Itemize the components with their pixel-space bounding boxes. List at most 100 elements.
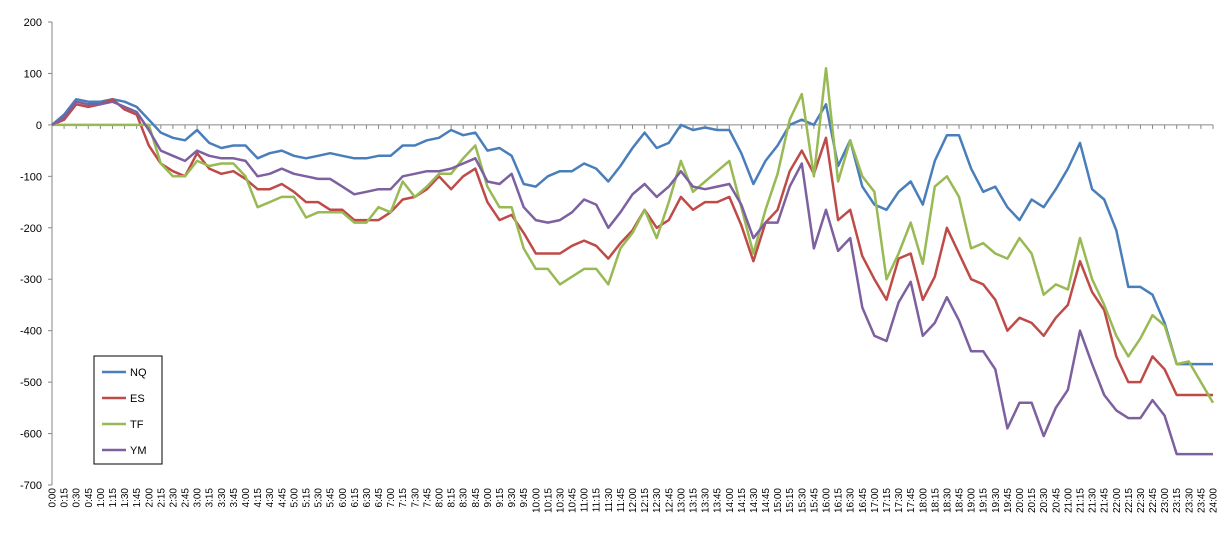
x-tick-label: 21:15	[1075, 488, 1086, 513]
x-tick-label: 5:15	[301, 488, 312, 508]
y-tick-label: -300	[20, 274, 42, 286]
x-tick-label: 5:45	[326, 488, 337, 508]
x-tick-label: 13:15	[688, 488, 699, 513]
y-tick-label: 100	[24, 68, 42, 80]
x-tick-label: 15:00	[773, 488, 784, 513]
series-line-ym	[51, 100, 1213, 456]
x-tick-label: 24:00	[1209, 488, 1220, 513]
x-tick-label: 9:45	[519, 488, 530, 508]
x-tick-label: 15:30	[797, 488, 808, 513]
x-tick-label: 18:30	[942, 488, 953, 513]
x-tick-label: 11:00	[580, 488, 591, 513]
x-tick-label: 23:15	[1172, 488, 1183, 513]
y-tick-label: -500	[20, 377, 42, 389]
x-tick-label: 1:00	[96, 488, 107, 508]
x-tick-label: 5:30	[314, 488, 325, 508]
x-tick-label: 16:00	[822, 488, 833, 513]
x-tick-label: 6:30	[362, 488, 373, 508]
x-tick-label: 3:15	[205, 488, 216, 508]
legend-label-es: ES	[130, 393, 145, 405]
legend-label-nq: NQ	[130, 367, 147, 379]
x-tick-label: 20:30	[1039, 488, 1050, 513]
x-tick-label: 23:30	[1184, 488, 1195, 513]
x-tick-label: 8:15	[447, 488, 458, 508]
x-tick-label: 9:00	[483, 488, 494, 508]
x-tick-label: 10:00	[531, 488, 542, 513]
x-tick-label: 0:15	[60, 488, 71, 508]
x-tick-label: 2:45	[181, 488, 192, 508]
x-tick-label: 21:00	[1063, 488, 1074, 513]
x-tick-label: 13:30	[701, 488, 712, 513]
x-tick-label: 22:45	[1148, 488, 1159, 513]
x-tick-label: 12:45	[664, 488, 675, 513]
x-tick-label: 12:30	[652, 488, 663, 513]
x-tick-label: 20:00	[1015, 488, 1026, 513]
y-tick-label: -400	[20, 326, 42, 338]
x-tick-label: 4:15	[253, 488, 264, 508]
x-tick-label: 21:30	[1088, 488, 1099, 513]
x-tick-label: 3:45	[229, 488, 240, 508]
x-tick-label: 18:00	[918, 488, 929, 513]
legend-label-ym: YM	[130, 445, 147, 457]
x-tick-label: 14:30	[749, 488, 760, 513]
x-tick-label: 12:00	[628, 488, 639, 513]
x-tick-label: 15:45	[809, 488, 820, 513]
x-tick-label: 22:00	[1112, 488, 1123, 513]
series-layer	[51, 67, 1215, 456]
x-tick-label: 19:30	[991, 488, 1002, 513]
x-tick-label: 2:15	[156, 488, 167, 508]
x-tick-label: 22:30	[1136, 488, 1147, 513]
legend-label-tf: TF	[130, 419, 144, 431]
series-line-tf	[52, 67, 1215, 404]
x-tick-label: 8:00	[435, 488, 446, 508]
x-tick-label: 13:00	[676, 488, 687, 513]
x-tick-label: 5:00	[289, 488, 300, 508]
x-tick-label: 20:15	[1027, 488, 1038, 513]
x-tick-label: 17:45	[906, 488, 917, 513]
x-tick-label: 15:15	[785, 488, 796, 513]
x-tick-label: 18:15	[930, 488, 941, 513]
x-tick-label: 0:00	[48, 488, 59, 508]
x-tick-label: 1:45	[132, 488, 143, 508]
x-tick-label: 10:15	[543, 488, 554, 513]
y-tick-label: -200	[20, 223, 42, 235]
x-tick-label: 7:30	[410, 488, 421, 508]
y-tick-label: 0	[36, 120, 42, 132]
x-tick-label: 1:30	[120, 488, 131, 508]
x-tick-label: 19:00	[967, 488, 978, 513]
x-tick-label: 17:00	[870, 488, 881, 513]
x-tick-label: 1:15	[108, 488, 119, 508]
y-tick-label: -700	[20, 480, 42, 492]
x-tick-label: 6:45	[374, 488, 385, 508]
x-tick-label: 11:15	[592, 488, 603, 513]
x-tick-label: 6:00	[338, 488, 349, 508]
x-tick-label: 7:00	[386, 488, 397, 508]
x-tick-label: 14:00	[725, 488, 736, 513]
x-tick-label: 3:30	[217, 488, 228, 508]
x-tick-label: 16:45	[858, 488, 869, 513]
x-tick-label: 8:30	[459, 488, 470, 508]
x-tick-label: 14:45	[761, 488, 772, 513]
x-tick-label: 23:45	[1196, 488, 1207, 513]
x-tick-label: 2:00	[144, 488, 155, 508]
x-tick-label: 23:00	[1160, 488, 1171, 513]
x-tick-label: 19:15	[979, 488, 990, 513]
x-tick-label: 9:15	[495, 488, 506, 508]
x-tick-label: 13:45	[713, 488, 724, 513]
y-tick-label: 200	[24, 17, 42, 29]
legend: NQ ES TF YM	[93, 355, 163, 465]
x-tick-label: 17:15	[882, 488, 893, 513]
x-tick-label: 14:15	[737, 488, 748, 513]
x-tick-label: 9:30	[507, 488, 518, 508]
y-tick-label: -600	[20, 429, 42, 441]
x-tick-label: 19:45	[1003, 488, 1014, 513]
x-tick-label: 22:15	[1124, 488, 1135, 513]
series-line-nq	[51, 97, 1213, 366]
y-tick-label: -100	[20, 171, 42, 183]
series-line-es	[51, 97, 1213, 397]
legend-box	[93, 355, 163, 465]
x-tick-label: 2:30	[168, 488, 179, 508]
x-tick-label: 4:45	[277, 488, 288, 508]
